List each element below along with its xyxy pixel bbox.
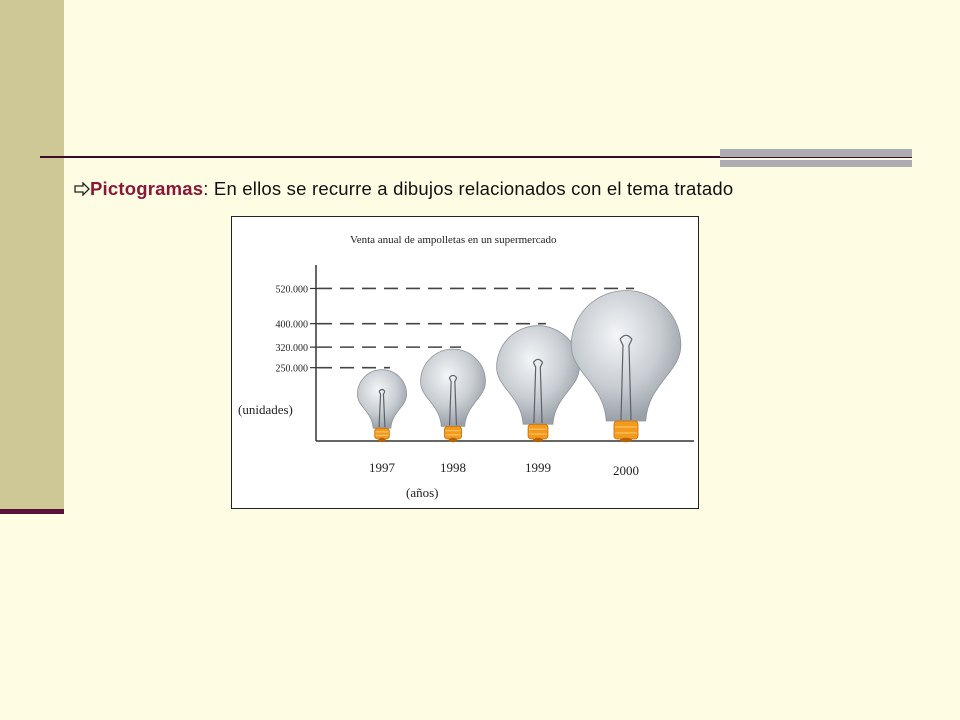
x-tick-label: 1998 — [440, 460, 466, 475]
lightbulb-bar — [570, 290, 682, 443]
lightbulb-bar — [420, 348, 486, 443]
chart-canvas: Venta anual de ampolletas en un supermer… — [238, 234, 694, 500]
bullet-text: : En ellos se recurre a dibujos relacion… — [203, 178, 734, 199]
side-bar-underline — [0, 509, 64, 514]
arrow-right-icon — [74, 179, 90, 197]
bullet-point: Pictogramas: En ellos se recurre a dibuj… — [74, 178, 934, 200]
x-axis-label: (años) — [406, 485, 439, 500]
x-tick-label: 1997 — [369, 460, 396, 475]
slide-side-bar — [0, 0, 64, 510]
divider-accent-lower — [720, 160, 912, 167]
lightbulb-bar — [356, 369, 408, 443]
y-tick-label: 520.000 — [276, 284, 309, 295]
divider-accent — [720, 149, 912, 157]
bullet-term: Pictogramas — [90, 178, 204, 199]
title-divider — [40, 156, 912, 158]
y-tick-label: 320.000 — [276, 343, 309, 354]
lightbulb-bar — [496, 325, 580, 443]
y-tick-label: 400.000 — [276, 320, 309, 331]
x-tick-label: 2000 — [613, 463, 639, 478]
y-axis-label: (unidades) — [238, 402, 293, 417]
x-tick-label: 1999 — [525, 460, 551, 475]
chart-title: Venta anual de ampolletas en un supermer… — [350, 234, 557, 246]
pictogram-chart: Venta anual de ampolletas en un supermer… — [231, 216, 699, 509]
y-tick-label: 250.000 — [276, 364, 309, 375]
